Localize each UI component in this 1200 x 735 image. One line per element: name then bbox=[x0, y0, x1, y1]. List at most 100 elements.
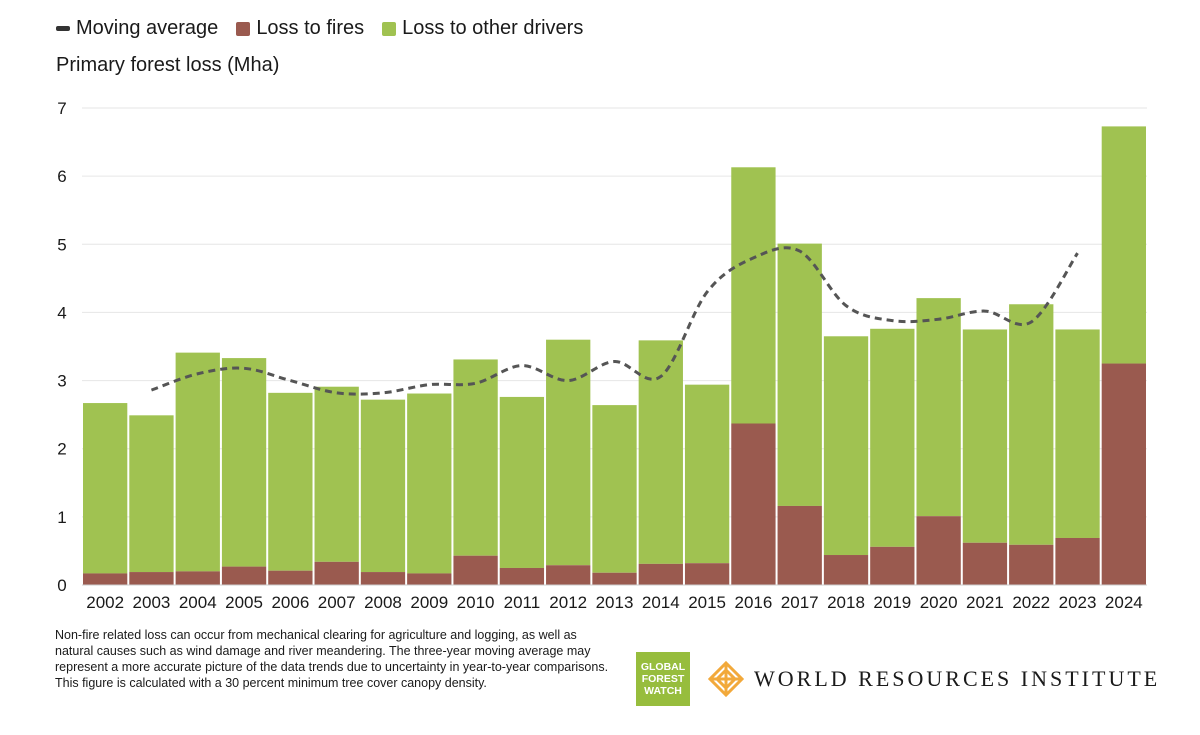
wri-emblem-icon bbox=[708, 661, 744, 697]
x-tick-label: 2009 bbox=[410, 593, 448, 612]
x-tick-label: 2002 bbox=[86, 593, 124, 612]
bar-other-drivers bbox=[1009, 304, 1054, 545]
x-tick-label: 2003 bbox=[133, 593, 171, 612]
x-tick-label: 2008 bbox=[364, 593, 402, 612]
bar-fires bbox=[546, 565, 591, 585]
moving-average-swatch bbox=[56, 26, 70, 31]
gfw-logo-line-1: GLOBAL bbox=[640, 661, 686, 673]
x-tick-label: 2020 bbox=[920, 593, 958, 612]
x-tick-label: 2007 bbox=[318, 593, 356, 612]
bar-other-drivers bbox=[499, 396, 545, 568]
bar-fires bbox=[1101, 363, 1146, 585]
bar-other-drivers bbox=[962, 329, 1008, 543]
global-forest-watch-logo: GLOBAL FOREST WATCH bbox=[636, 652, 690, 706]
gfw-logo-line-3: WATCH bbox=[644, 685, 682, 697]
y-tick-labels: 0 1 2 3 4 5 6 7 bbox=[57, 99, 66, 595]
bar-other-drivers bbox=[1101, 126, 1146, 364]
x-tick-labels: 2002 2003 2004 2005 2006 2007 2008 2009 2010 2011… bbox=[86, 593, 1143, 612]
x-tick-label: 2021 bbox=[966, 593, 1004, 612]
bar-other-drivers bbox=[638, 340, 683, 564]
bar-other-drivers bbox=[731, 167, 776, 424]
stacked-bars bbox=[82, 126, 1147, 586]
footnote: Non-fire related loss can occur from mec… bbox=[55, 628, 609, 690]
bar-other-drivers bbox=[684, 384, 730, 564]
legend-label-fires: Loss to fires bbox=[256, 17, 365, 39]
bar-fires bbox=[314, 561, 359, 585]
bar-fires bbox=[453, 555, 498, 585]
bar-fires bbox=[1009, 544, 1054, 585]
fires-swatch bbox=[236, 21, 251, 36]
wri-logo-text: WORLD RESOURCES INSTITUTE bbox=[754, 666, 1161, 691]
bar-other-drivers bbox=[221, 358, 267, 567]
bar-other-drivers bbox=[453, 359, 498, 556]
x-tick-label: 2017 bbox=[781, 593, 819, 612]
bar-other-drivers bbox=[360, 399, 406, 573]
y-tick-label: 6 bbox=[57, 167, 66, 186]
bar-fires bbox=[175, 571, 220, 585]
bar-fires bbox=[268, 570, 313, 585]
y-tick-label: 5 bbox=[57, 235, 66, 254]
legend-item-fires: Loss to fires bbox=[236, 17, 364, 40]
y-tick-label: 2 bbox=[57, 440, 66, 459]
x-tick-label: 2006 bbox=[271, 593, 309, 612]
bar-other-drivers bbox=[1055, 329, 1100, 538]
x-tick-label: 2012 bbox=[549, 593, 587, 612]
legend-label-moving-average: Moving average bbox=[76, 17, 219, 39]
x-tick-label: 2011 bbox=[504, 593, 541, 612]
bar-fires bbox=[870, 546, 915, 585]
x-tick-label: 2019 bbox=[873, 593, 911, 612]
bar-fires bbox=[592, 572, 637, 585]
x-tick-label: 2022 bbox=[1012, 593, 1050, 612]
bar-fires bbox=[221, 566, 267, 585]
chart-legend: Moving average Loss to fires Loss to oth… bbox=[56, 17, 601, 40]
bar-other-drivers bbox=[314, 386, 359, 562]
bar-fires bbox=[407, 573, 452, 585]
x-tick-label: 2005 bbox=[225, 593, 263, 612]
bar-fires bbox=[638, 563, 683, 585]
y-tick-label: 7 bbox=[57, 99, 66, 118]
x-tick-label: 2023 bbox=[1059, 593, 1097, 612]
y-tick-label: 0 bbox=[57, 576, 66, 595]
bar-fires bbox=[499, 567, 545, 585]
legend-item-moving-average: Moving average bbox=[56, 17, 218, 40]
bar-other-drivers bbox=[407, 393, 452, 574]
x-tick-label: 2010 bbox=[457, 593, 495, 612]
legend-item-other: Loss to other drivers bbox=[382, 17, 583, 40]
bar-fires bbox=[777, 505, 822, 585]
bar-fires bbox=[83, 573, 128, 585]
bar-fires bbox=[823, 555, 869, 585]
bar-other-drivers bbox=[83, 403, 128, 574]
other-drivers-swatch bbox=[382, 21, 397, 36]
bar-fires bbox=[962, 542, 1008, 585]
bar-fires bbox=[1055, 537, 1100, 585]
bar-other-drivers bbox=[268, 392, 313, 571]
x-tick-label: 2016 bbox=[734, 593, 772, 612]
bar-fires bbox=[731, 423, 776, 585]
bar-other-drivers bbox=[777, 243, 822, 506]
x-tick-label: 2004 bbox=[179, 593, 217, 612]
bar-fires bbox=[684, 563, 730, 585]
bar-other-drivers bbox=[916, 298, 961, 517]
bar-other-drivers bbox=[823, 336, 869, 556]
gfw-logo-line-2: FOREST bbox=[641, 673, 685, 685]
moving-average-line bbox=[150, 246, 1079, 396]
y-axis-title: Primary forest loss (Mha) bbox=[56, 54, 280, 76]
x-tick-label: 2015 bbox=[688, 593, 726, 612]
bar-other-drivers bbox=[175, 352, 220, 572]
x-tick-label: 2018 bbox=[827, 593, 865, 612]
x-tick-label: 2014 bbox=[642, 593, 680, 612]
legend-label-other: Loss to other drivers bbox=[402, 17, 584, 39]
bar-other-drivers bbox=[592, 405, 637, 573]
bar-other-drivers bbox=[870, 328, 915, 547]
y-tick-label: 3 bbox=[57, 372, 66, 391]
x-tick-label: 2013 bbox=[596, 593, 634, 612]
bar-other-drivers bbox=[129, 415, 174, 573]
bar-fires bbox=[360, 572, 406, 585]
x-tick-label: 2024 bbox=[1105, 593, 1143, 612]
y-tick-label: 4 bbox=[57, 303, 66, 322]
wri-logo: WORLD RESOURCES INSTITUTE bbox=[708, 661, 1160, 697]
bar-other-drivers bbox=[546, 339, 591, 566]
bar-fires bbox=[129, 572, 174, 585]
y-tick-label: 1 bbox=[57, 508, 66, 527]
